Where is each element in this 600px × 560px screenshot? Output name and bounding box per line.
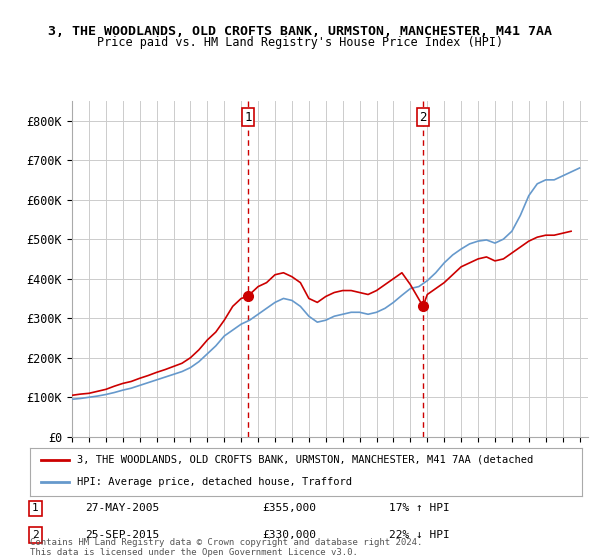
- Text: £355,000: £355,000: [262, 503, 316, 514]
- Text: Contains HM Land Registry data © Crown copyright and database right 2024.
This d: Contains HM Land Registry data © Crown c…: [30, 538, 422, 557]
- Text: 22% ↓ HPI: 22% ↓ HPI: [389, 530, 449, 540]
- Text: Price paid vs. HM Land Registry's House Price Index (HPI): Price paid vs. HM Land Registry's House …: [97, 36, 503, 49]
- Text: 27-MAY-2005: 27-MAY-2005: [85, 503, 160, 514]
- Text: £330,000: £330,000: [262, 530, 316, 540]
- Text: 25-SEP-2015: 25-SEP-2015: [85, 530, 160, 540]
- Text: 3, THE WOODLANDS, OLD CROFTS BANK, URMSTON, MANCHESTER, M41 7AA (detached: 3, THE WOODLANDS, OLD CROFTS BANK, URMST…: [77, 455, 533, 465]
- Text: 3, THE WOODLANDS, OLD CROFTS BANK, URMSTON, MANCHESTER, M41 7AA: 3, THE WOODLANDS, OLD CROFTS BANK, URMST…: [48, 25, 552, 38]
- Text: 2: 2: [419, 111, 427, 124]
- Text: 1: 1: [32, 503, 39, 514]
- Text: HPI: Average price, detached house, Trafford: HPI: Average price, detached house, Traf…: [77, 477, 352, 487]
- Text: 2: 2: [32, 530, 39, 540]
- Text: 17% ↑ HPI: 17% ↑ HPI: [389, 503, 449, 514]
- Text: 1: 1: [244, 111, 251, 124]
